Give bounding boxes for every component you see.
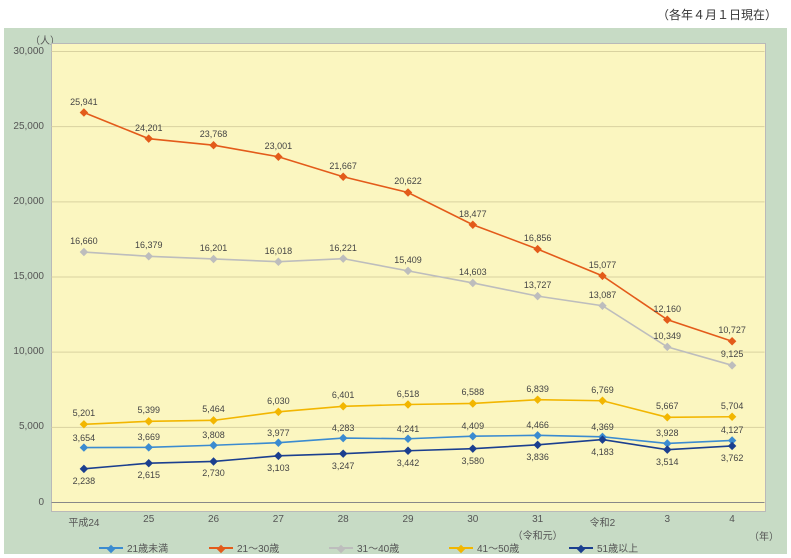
x-tick-label: 30	[467, 514, 478, 525]
data-label: 3,836	[526, 452, 549, 462]
data-label: 5,704	[721, 401, 744, 411]
legend-item: 21〜30歳	[209, 540, 279, 555]
y-tick-label: 30,000	[6, 46, 44, 57]
data-label: 4,183	[591, 447, 614, 457]
data-label: 16,201	[200, 243, 228, 253]
data-label: 3,247	[332, 461, 355, 471]
data-label: 6,518	[397, 389, 420, 399]
legend-label: 41〜50歳	[477, 540, 519, 555]
data-label: 23,768	[200, 129, 228, 139]
x-sub-label: （令和元）	[513, 527, 563, 542]
x-tick-label: 4	[729, 514, 735, 525]
data-label: 5,399	[137, 405, 160, 415]
legend-label: 21〜30歳	[237, 540, 279, 555]
data-label: 6,030	[267, 396, 290, 406]
y-tick-label: 20,000	[6, 196, 44, 207]
data-label: 10,349	[654, 331, 682, 341]
y-tick-label: 0	[6, 497, 44, 508]
data-label: 4,283	[332, 423, 355, 433]
data-label: 4,369	[591, 422, 614, 432]
x-tick-label: 31	[532, 514, 543, 525]
data-label: 20,622	[394, 176, 422, 186]
x-tick-label: 平成24	[68, 514, 99, 529]
data-label: 4,127	[721, 425, 744, 435]
y-tick-label: 25,000	[6, 121, 44, 132]
data-label: 4,409	[462, 421, 485, 431]
data-label: 3,580	[462, 456, 485, 466]
data-label: 21,667	[329, 161, 357, 171]
data-label: 3,928	[656, 428, 679, 438]
legend-item: 31〜40歳	[329, 540, 399, 555]
legend-label: 51歳以上	[597, 540, 638, 555]
data-label: 3,669	[137, 432, 160, 442]
data-label: 4,241	[397, 424, 420, 434]
data-label: 3,977	[267, 428, 290, 438]
data-label: 6,401	[332, 390, 355, 400]
y-tick-label: 15,000	[6, 271, 44, 282]
data-label: 3,654	[73, 433, 96, 443]
data-label: 24,201	[135, 123, 163, 133]
data-label: 23,001	[265, 141, 293, 151]
data-label: 3,442	[397, 458, 420, 468]
x-tick-label: 28	[338, 514, 349, 525]
data-label: 16,856	[524, 233, 552, 243]
header-note: （各年４月１日現在）	[657, 6, 777, 23]
legend-label: 21歳未満	[127, 540, 168, 555]
legend-item: 51歳以上	[569, 540, 638, 555]
data-label: 5,667	[656, 401, 679, 411]
x-tick-label: 3	[664, 514, 670, 525]
data-label: 16,018	[265, 246, 293, 256]
y-tick-label: 5,000	[6, 421, 44, 432]
data-label: 18,477	[459, 209, 487, 219]
legend-item: 21歳未満	[99, 540, 168, 555]
data-label: 13,087	[589, 290, 617, 300]
data-label: 16,379	[135, 240, 163, 250]
data-label: 16,660	[70, 236, 98, 246]
x-tick-label: 29	[402, 514, 413, 525]
legend-label: 31〜40歳	[357, 540, 399, 555]
data-label: 6,839	[526, 384, 549, 394]
data-label: 15,077	[589, 260, 617, 270]
x-tick-label: 27	[273, 514, 284, 525]
data-label: 3,103	[267, 463, 290, 473]
x-tick-label: 令和2	[590, 514, 616, 529]
data-label: 10,727	[718, 325, 746, 335]
data-label: 6,588	[462, 387, 485, 397]
data-label: 5,201	[73, 408, 96, 418]
data-label: 25,941	[70, 97, 98, 107]
data-label: 14,603	[459, 267, 487, 277]
data-label: 5,464	[202, 404, 225, 414]
y-tick-label: 10,000	[6, 346, 44, 357]
x-tick-label: 25	[143, 514, 154, 525]
data-label: 2,615	[137, 470, 160, 480]
x-axis-unit: （年）	[749, 528, 779, 543]
data-label: 3,762	[721, 453, 744, 463]
data-label: 6,769	[591, 385, 614, 395]
data-label: 2,730	[202, 468, 225, 478]
data-label: 15,409	[394, 255, 422, 265]
x-tick-label: 26	[208, 514, 219, 525]
data-label: 3,514	[656, 457, 679, 467]
chart-outer-bg: （人） （年） 05,00010,00015,00020,00025,00030…	[4, 28, 787, 554]
data-label: 9,125	[721, 349, 744, 359]
data-label: 2,238	[73, 476, 96, 486]
data-label: 16,221	[329, 243, 357, 253]
data-label: 12,160	[654, 304, 682, 314]
data-label: 3,808	[202, 430, 225, 440]
legend-item: 41〜50歳	[449, 540, 519, 555]
data-label: 13,727	[524, 280, 552, 290]
chart-svg	[4, 28, 787, 554]
data-label: 4,466	[526, 420, 549, 430]
